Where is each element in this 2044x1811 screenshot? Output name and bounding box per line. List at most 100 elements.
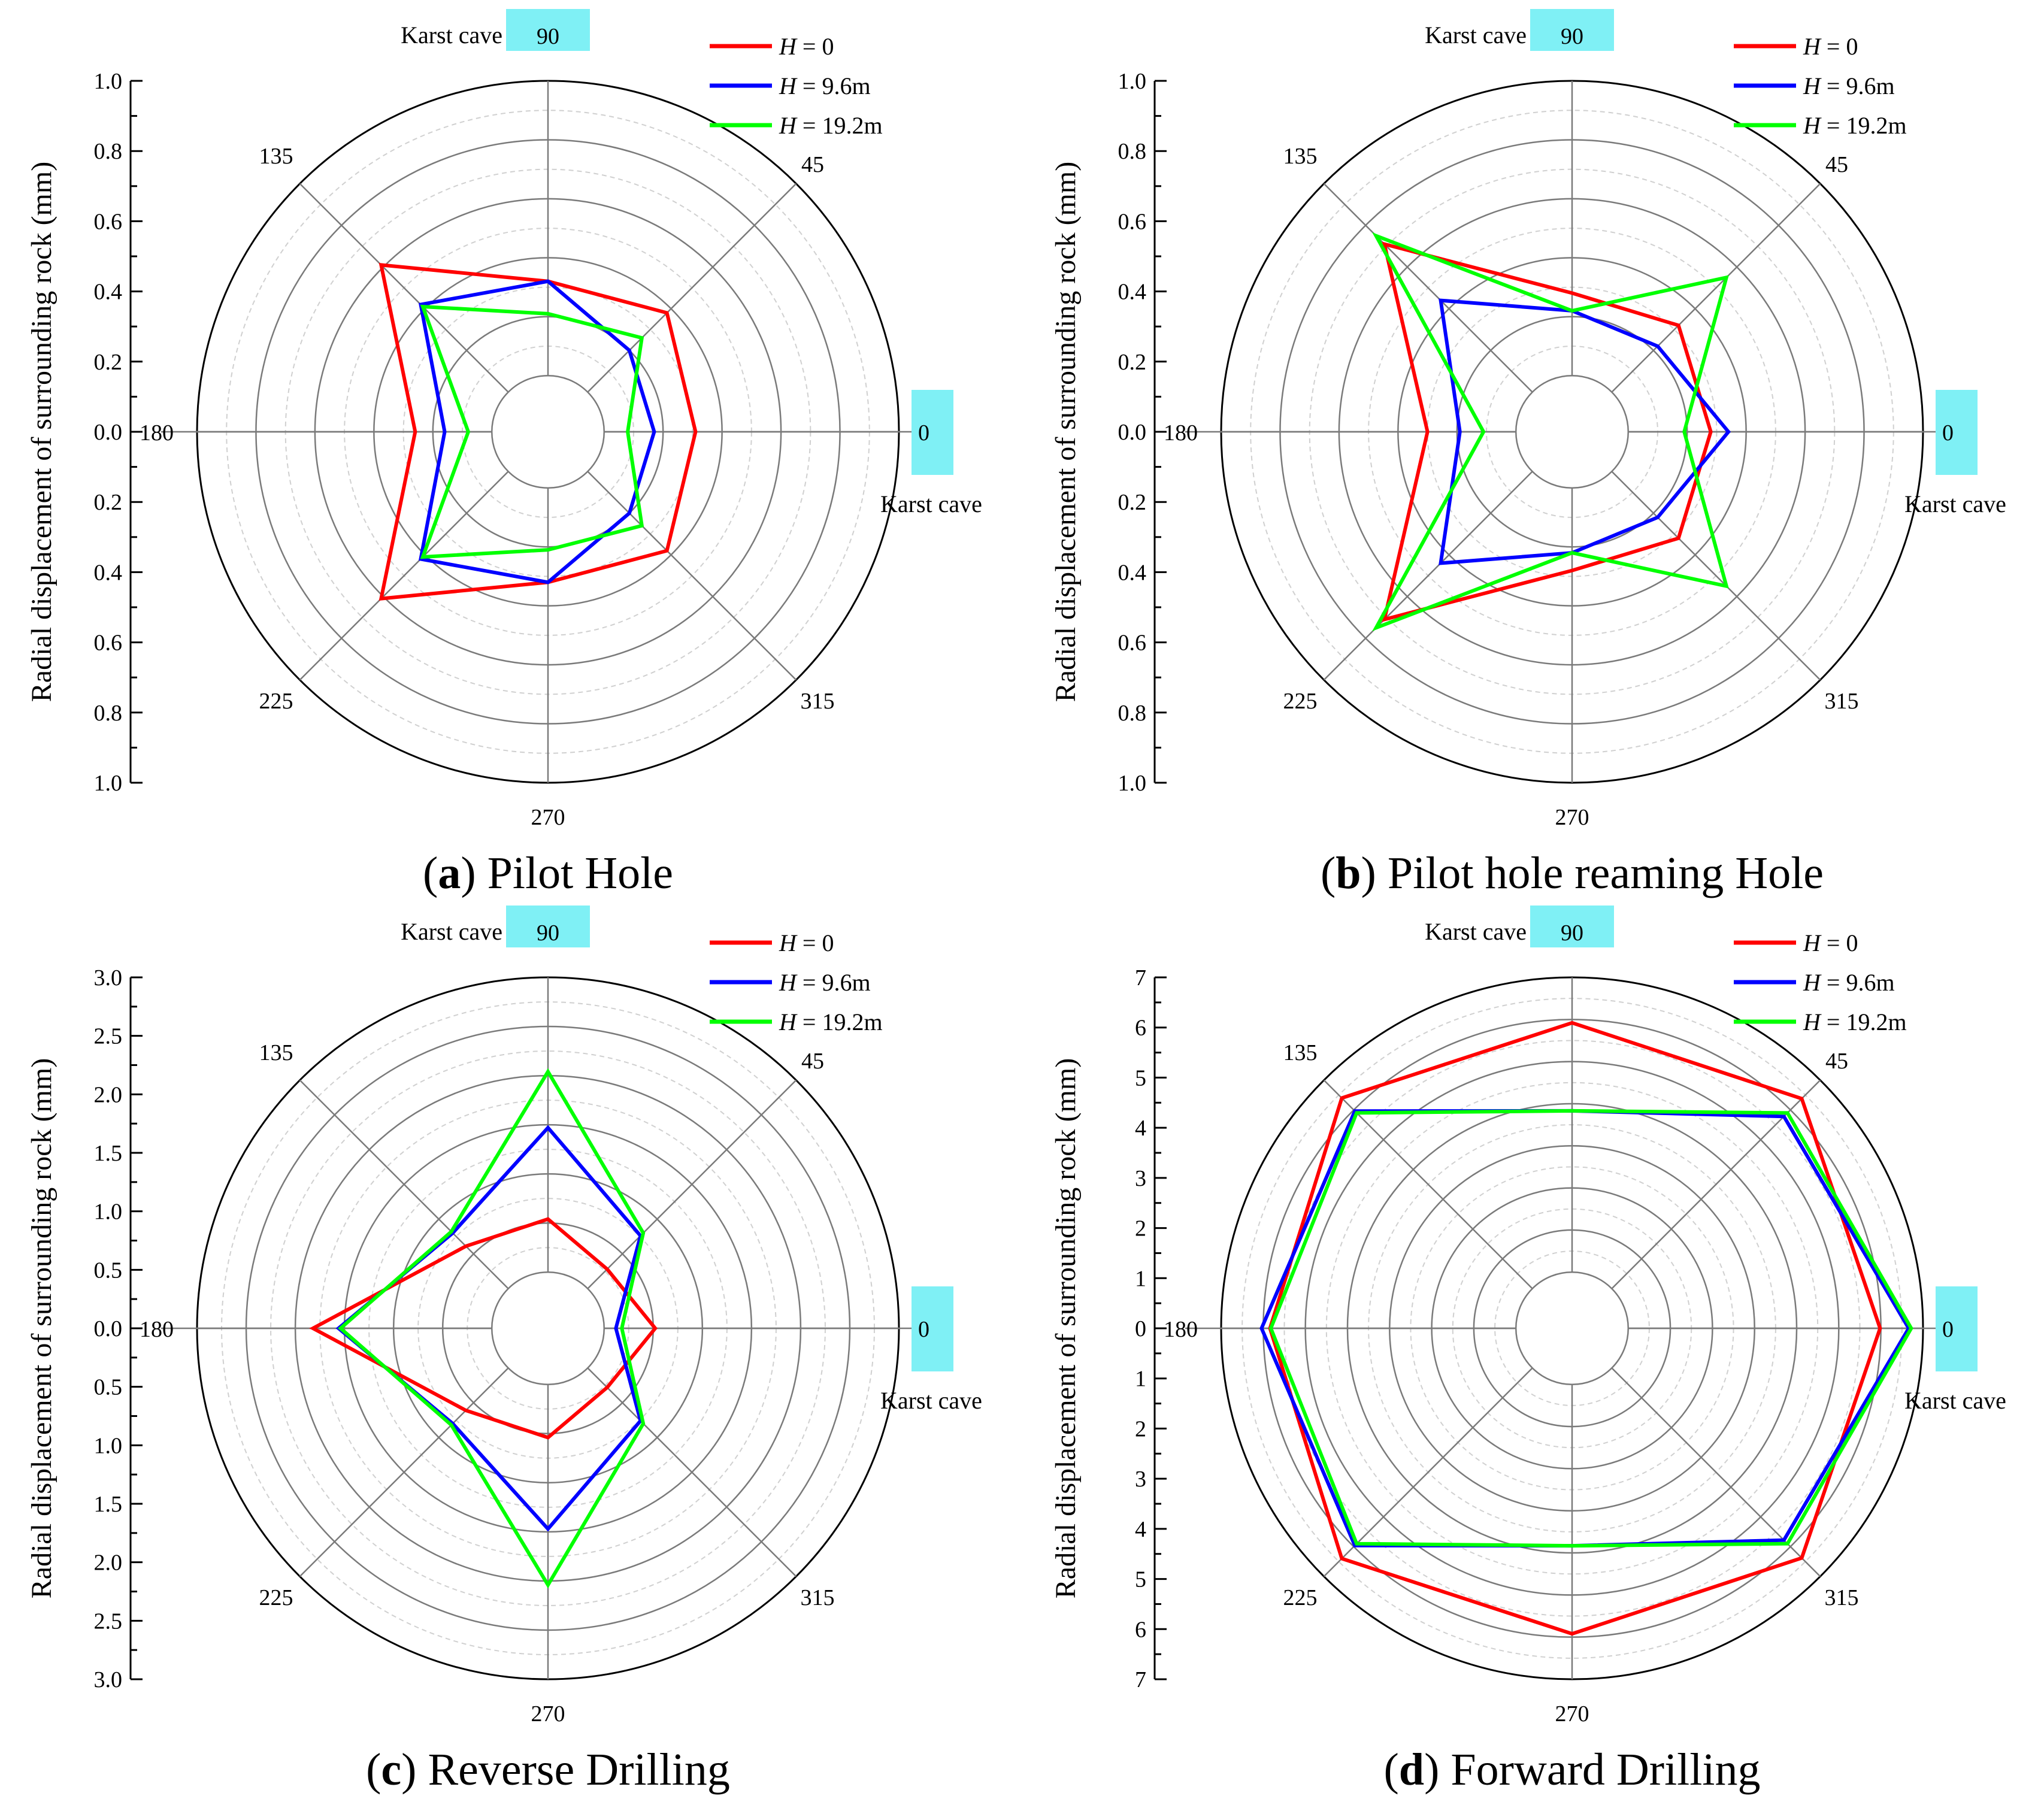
tick-label: 2.5 — [94, 1024, 123, 1049]
legend-label: H = 9.6m — [779, 72, 871, 99]
legend-label: H = 19.2m — [1803, 1009, 1907, 1035]
tick-label: 0.8 — [1118, 139, 1147, 164]
major-grid-circle — [490, 374, 605, 489]
angle-label-315: 315 — [801, 689, 835, 714]
angle-label-90: 90 — [1561, 24, 1583, 49]
spoke-line — [587, 1079, 797, 1289]
tick-label: 1.0 — [94, 69, 123, 94]
legend-label: H = 19.2m — [779, 112, 883, 139]
tick-label: 6 — [1135, 1617, 1146, 1642]
legend-label: H = 0 — [1803, 929, 1858, 956]
angle-label-180: 180 — [1164, 1317, 1198, 1342]
tick-label: 0.0 — [1118, 420, 1147, 445]
angle-label-45: 45 — [1825, 152, 1848, 177]
angle-label-90: 90 — [1561, 920, 1583, 946]
angle-label-225: 225 — [1283, 1585, 1318, 1610]
panel-caption: (c) Reverse Drilling — [366, 1745, 730, 1795]
tick-label: 1.0 — [1118, 771, 1147, 796]
tick-label: 0.6 — [1118, 631, 1147, 656]
highlight-box-0 — [912, 390, 953, 475]
spoke-line — [299, 183, 509, 393]
tick-label: 0.2 — [94, 490, 123, 515]
spoke-line — [299, 471, 509, 681]
tick-label: 2.0 — [94, 1082, 123, 1107]
spoke-line — [1323, 471, 1533, 681]
tick-label: 5 — [1135, 1065, 1146, 1091]
series-line-0 — [1382, 241, 1713, 622]
highlight-box-90 — [1530, 906, 1614, 947]
tick-label: 1.0 — [94, 1200, 123, 1225]
tick-label: 7 — [1135, 965, 1146, 991]
angle-label-270: 270 — [531, 805, 565, 830]
karst-cave-label-right: Karst cave — [1904, 490, 2006, 517]
series-line-9-6m — [1439, 298, 1731, 565]
series-line-19-2m — [1372, 232, 1729, 632]
tick-label: 0.8 — [94, 139, 123, 164]
tick-label: 0.5 — [94, 1375, 123, 1400]
highlight-box-90 — [506, 9, 590, 51]
spoke-line — [1611, 1079, 1821, 1289]
tick-label: 2.5 — [94, 1609, 123, 1634]
tick-label: 3.0 — [94, 965, 123, 991]
tick-label: 0.8 — [1118, 701, 1147, 726]
legend-label: H = 0 — [779, 33, 834, 60]
tick-label: 0.0 — [94, 1316, 123, 1341]
angle-label-315: 315 — [1825, 1585, 1859, 1610]
tick-label: 0.4 — [94, 280, 123, 305]
karst-cave-label-right: Karst cave — [880, 490, 982, 517]
tick-label: 0.6 — [94, 209, 123, 234]
legend-label: H = 19.2m — [779, 1009, 883, 1035]
tick-label: 4 — [1135, 1116, 1146, 1141]
tick-label: 0.8 — [94, 701, 123, 726]
angle-label-45: 45 — [801, 152, 824, 177]
angle-label-135: 135 — [1283, 144, 1318, 169]
angle-label-45: 45 — [801, 1049, 824, 1074]
y-axis-title: Radial displacement of surrounding rock … — [26, 1058, 57, 1598]
spoke-line — [587, 183, 797, 393]
tick-label: 0.6 — [1118, 209, 1147, 234]
highlight-box-90 — [1530, 9, 1614, 51]
major-grid-circle — [1515, 374, 1630, 489]
spoke-line — [1611, 471, 1821, 681]
karst-cave-label-top: Karst cave — [401, 918, 502, 945]
highlight-box-90 — [506, 906, 590, 947]
angle-label-225: 225 — [259, 689, 293, 714]
y-axis-title: Radial displacement of surrounding rock … — [26, 162, 57, 702]
highlight-box-0 — [912, 1286, 953, 1371]
karst-cave-label-top: Karst cave — [1425, 22, 1527, 49]
radar-panel-a: 0 45 90 135 180 225 270 315 Karst cave Karst cave… — [26, 9, 982, 898]
series-line-19-2m — [338, 1068, 646, 1589]
spoke-line — [1611, 1367, 1821, 1577]
angle-label-90: 90 — [537, 24, 559, 49]
tick-label: 6 — [1135, 1016, 1146, 1041]
tick-label: 5 — [1135, 1567, 1146, 1592]
tick-label: 0.2 — [1118, 490, 1147, 515]
series-line-9-6m — [1259, 1109, 1911, 1548]
tick-label: 3 — [1135, 1166, 1146, 1191]
angle-label-180: 180 — [140, 420, 174, 446]
karst-cave-label-right: Karst cave — [1904, 1387, 2006, 1414]
radar-panel-c: 0 45 90 135 180 225 270 315 Karst cave Karst cave… — [26, 906, 982, 1795]
spoke-line — [299, 1367, 509, 1577]
angle-label-45: 45 — [1825, 1049, 1848, 1074]
tick-label: 0.2 — [94, 350, 123, 375]
legend-label: H = 9.6m — [1803, 969, 1895, 996]
tick-label: 1 — [1135, 1367, 1146, 1392]
legend-label: H = 9.6m — [779, 969, 871, 996]
spoke-line — [1323, 183, 1533, 393]
tick-label: 1.0 — [94, 771, 123, 796]
tick-label: 1.5 — [94, 1492, 123, 1517]
angle-label-90: 90 — [537, 920, 559, 946]
tick-label: 2 — [1135, 1416, 1146, 1441]
panel-caption: (a) Pilot Hole — [423, 848, 673, 898]
tick-label: 0.6 — [94, 631, 123, 656]
tick-label: 0.0 — [94, 420, 123, 445]
tick-label: 0.4 — [1118, 560, 1147, 585]
spoke-line — [1323, 1079, 1533, 1289]
series-line-0 — [309, 1217, 658, 1440]
series-line-19-2m — [420, 304, 644, 559]
angle-label-135: 135 — [259, 1040, 293, 1065]
angle-label-225: 225 — [1283, 689, 1318, 714]
spoke-line — [299, 1079, 509, 1289]
